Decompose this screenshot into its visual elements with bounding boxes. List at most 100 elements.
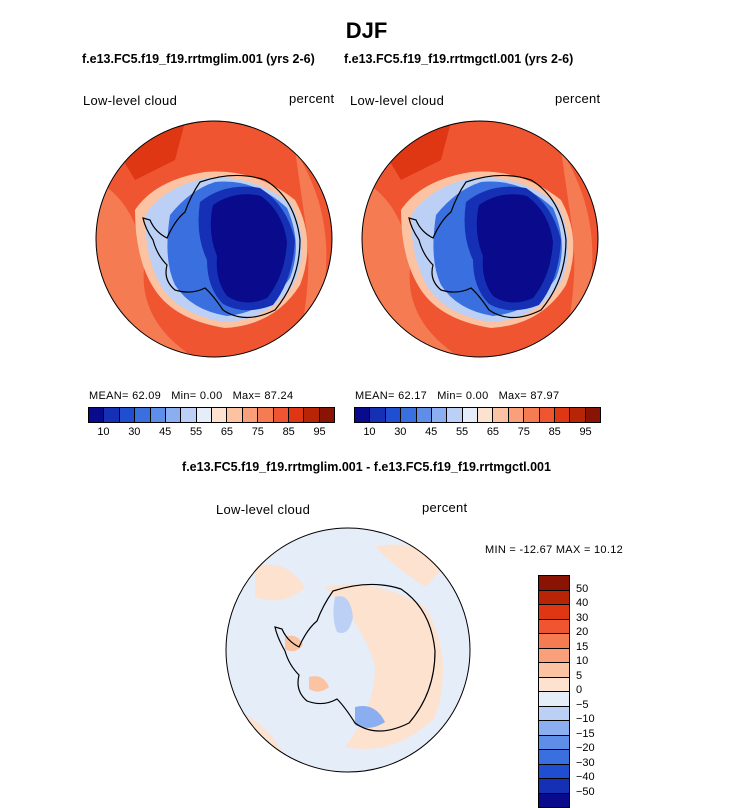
colorbar-diff-swatch: [539, 779, 569, 794]
colorbar-ticks: 10 30 45 55 65 75 85 95: [88, 423, 335, 439]
colorbar-tick-label: 85: [282, 426, 295, 438]
colorbar-diff-tick-label: 20: [576, 626, 589, 638]
stats-left: MEAN= 62.09 Min= 0.00 Max= 87.24: [89, 390, 293, 402]
colorbar-swatch: [242, 408, 259, 422]
colorbar-diff-swatch: [539, 648, 569, 663]
colorbar-swatch: [258, 408, 274, 422]
colorbar-swatch: [288, 408, 305, 422]
colorbar-diff: 50 40 30 20 15 10 5 0 −5 −10 −15 −20 −30 −40 −50: [538, 575, 595, 808]
min-value: 0.00: [199, 390, 223, 402]
mean-value: 62.17: [398, 390, 428, 402]
colorbar-swatch: [227, 408, 243, 422]
colorbar-swatch: [119, 408, 136, 422]
colorbar-swatch: [416, 408, 432, 422]
colorbar-swatch: [273, 408, 289, 422]
min-value: 0.00: [465, 390, 489, 402]
case-title-right: f.e13.FC5.f19_f19.rrtmgctl.001 (yrs 2-6): [344, 52, 574, 66]
continent-cloud-core: [476, 194, 553, 303]
colorbar-tick-label: 85: [548, 426, 561, 438]
colorbar-swatch: [585, 408, 600, 422]
diff-positive-region: [325, 584, 443, 749]
colorbar-swatch: [370, 408, 386, 422]
figure-title: DJF: [345, 18, 388, 43]
colorbar-diff-swatch: [539, 764, 569, 779]
mean-label: MEAN=: [355, 390, 395, 402]
colorbar-tick-label: 45: [159, 426, 172, 438]
colorbar-diff-tick-label: −5: [576, 698, 589, 711]
diff-negative-region: [333, 596, 353, 633]
colorbar-swatch: [478, 408, 494, 422]
colorbar-tick-label: 10: [363, 426, 376, 438]
colorbar-diff-swatch: [539, 605, 569, 620]
colorbar-swatch: [304, 408, 320, 422]
colorbar-swatch: [212, 408, 228, 422]
mean-value: 62.09: [132, 390, 162, 402]
colorbar-tick-label: 65: [220, 426, 234, 438]
colorbar-swatch: [508, 408, 525, 422]
colorbar-swatch: [570, 408, 586, 422]
colorbar-swatch: [462, 408, 478, 422]
polar-map-diff: [225, 527, 471, 773]
colorbar-swatch: [104, 408, 120, 422]
units-label-diff: percent: [422, 500, 468, 515]
units-label-left: percent: [289, 91, 335, 106]
colorbar-tick-label: 30: [394, 426, 407, 438]
colorbar-diff-tick-label: 10: [576, 655, 589, 667]
colorbar-diff-tick-label: 15: [576, 640, 589, 653]
colorbar-swatch: [89, 408, 105, 422]
colorbar-diff-tick-label: −40: [576, 771, 595, 783]
diff-positive-region: [255, 564, 305, 601]
colorbar-diff-tick-label: 30: [576, 611, 589, 624]
max-label: Max=: [498, 390, 527, 402]
colorbar-diff-tick-label: −20: [576, 742, 595, 754]
diff-positive-strong: [309, 676, 329, 692]
max-value: 87.24: [264, 390, 294, 402]
colorbar-swatch: [150, 408, 166, 422]
colorbar-swatch: [431, 408, 448, 422]
colorbar-swatch: [447, 408, 463, 422]
colorbar-diff-tick-label: 0: [576, 684, 583, 696]
colorbar-diff-swatch: [539, 721, 569, 736]
units-label-right: percent: [555, 91, 601, 106]
colorbar-diff-swatch: [539, 692, 569, 707]
colorbar-diff-tick-label: −15: [576, 727, 595, 740]
diff-title: f.e13.FC5.f19_f19.rrtmglim.001 - f.e13.F…: [182, 460, 551, 474]
colorbar-tick-label: 30: [128, 426, 141, 438]
colorbar-swatch: [401, 408, 417, 422]
case-title-left: f.e13.FC5.f19_f19.rrtmglim.001 (yrs 2-6): [82, 52, 315, 66]
colorbar-swatch: [181, 408, 197, 422]
colorbar-diff-tick-label: −50: [576, 785, 595, 798]
colorbar-diff-swatch: [539, 590, 569, 605]
colorbar-diff-tick-label: −10: [576, 713, 595, 725]
colorbar-swatches: [354, 407, 601, 423]
continent-cloud-core: [210, 194, 287, 303]
colorbar-swatch: [135, 408, 151, 422]
mean-label: MEAN=: [89, 390, 129, 402]
antarctica-coastline: [408, 174, 567, 319]
diff-negative-region: [355, 706, 385, 728]
colorbar-swatch: [385, 408, 402, 422]
colorbar-tick-label: 75: [251, 426, 264, 438]
colorbar-diff-swatch: [539, 576, 569, 591]
colorbar-swatch: [554, 408, 571, 422]
colorbar-tick-label: 95: [313, 426, 326, 438]
colorbar-left: 10 30 45 55 65 75 85 95: [88, 407, 335, 439]
polar-map-right: [361, 120, 599, 358]
colorbar-diff-tick-label: 5: [576, 669, 583, 682]
colorbar-diff-swatch: [539, 735, 569, 750]
colorbar-diff-tick-label: 40: [576, 597, 589, 609]
colorbar-swatch: [165, 408, 182, 422]
colorbar-diff-tick-label: −30: [576, 756, 595, 769]
colorbar-tick-label: 75: [517, 426, 530, 438]
colorbar-tick-label: 65: [486, 426, 500, 438]
colorbar-swatch: [493, 408, 509, 422]
antarctica-coastline: [142, 174, 301, 319]
colorbar-swatch: [524, 408, 540, 422]
colorbar-swatches: [88, 407, 335, 423]
colorbar-diff-swatch: [539, 793, 569, 807]
max-label: Max=: [232, 390, 261, 402]
colorbar-tick-label: 10: [97, 426, 110, 438]
variable-label-right: Low-level cloud: [350, 93, 445, 108]
variable-label-left: Low-level cloud: [83, 93, 178, 108]
colorbar-diff-swatch: [539, 677, 569, 692]
